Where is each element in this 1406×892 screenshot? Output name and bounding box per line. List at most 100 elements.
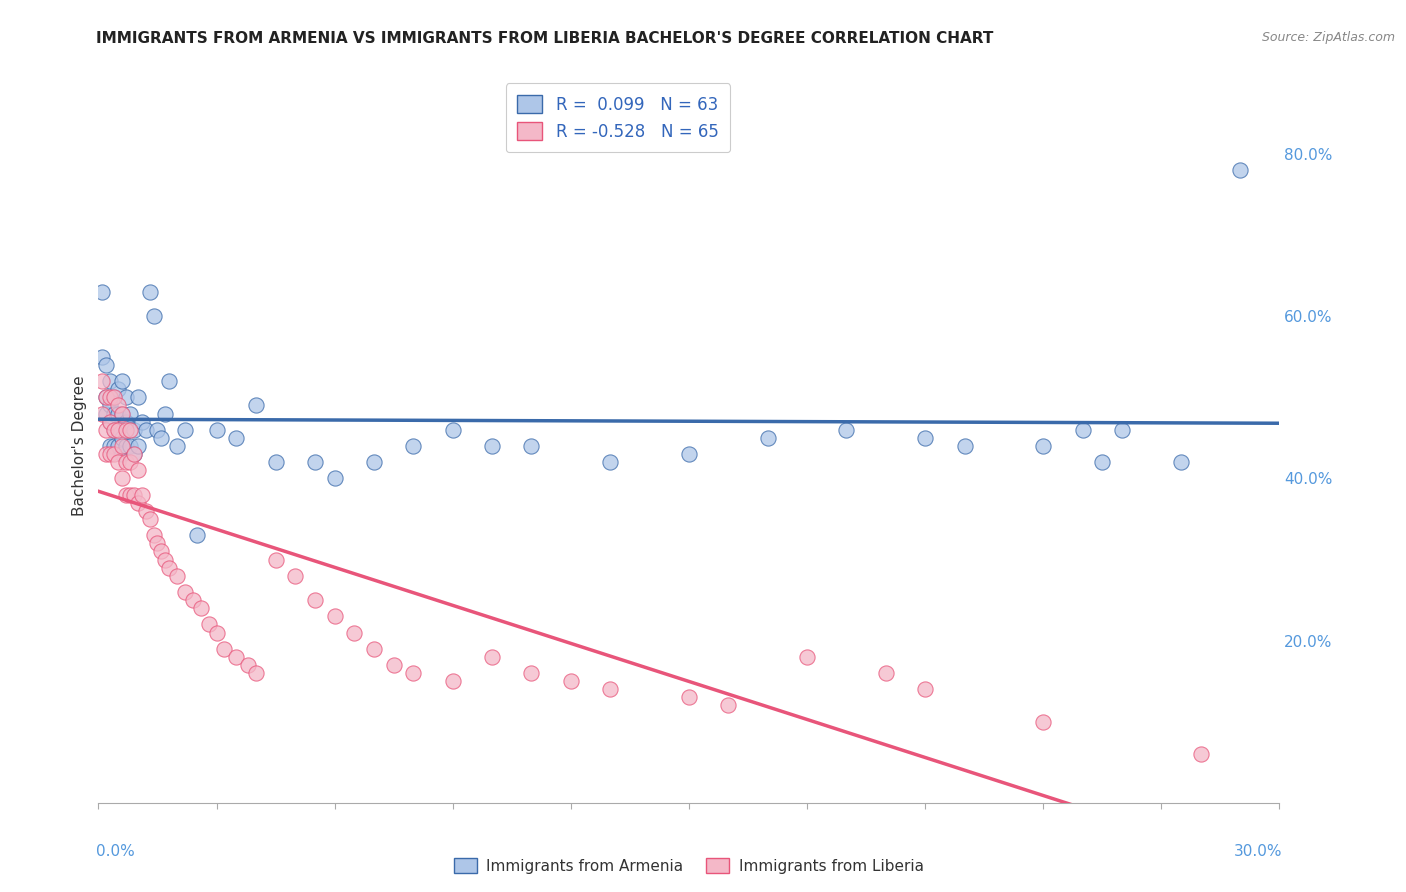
Text: 30.0%: 30.0% xyxy=(1234,845,1282,859)
Point xyxy=(146,423,169,437)
Point xyxy=(245,399,267,413)
Point xyxy=(103,423,125,437)
Point xyxy=(115,423,138,437)
Point xyxy=(1170,455,1192,469)
Point xyxy=(103,423,125,437)
Point xyxy=(135,504,157,518)
Point xyxy=(122,447,145,461)
Point xyxy=(135,423,157,437)
Point xyxy=(382,657,405,672)
Point xyxy=(174,585,197,599)
Point xyxy=(118,455,141,469)
Point xyxy=(481,439,503,453)
Point xyxy=(96,407,118,421)
Point xyxy=(111,471,134,485)
Point xyxy=(197,617,219,632)
Legend: R =  0.099   N = 63, R = -0.528   N = 65: R = 0.099 N = 63, R = -0.528 N = 65 xyxy=(506,83,730,153)
Point xyxy=(96,447,118,461)
Point xyxy=(115,455,138,469)
Point xyxy=(91,407,114,421)
Point xyxy=(146,536,169,550)
Point xyxy=(138,512,160,526)
Point xyxy=(118,488,141,502)
Point xyxy=(181,593,204,607)
Point xyxy=(127,496,149,510)
Point xyxy=(264,552,287,566)
Point xyxy=(107,455,129,469)
Point xyxy=(214,641,236,656)
Point xyxy=(107,423,129,437)
Point xyxy=(205,423,228,437)
Point xyxy=(1091,455,1114,469)
Point xyxy=(118,407,141,421)
Point xyxy=(1189,747,1212,761)
Point xyxy=(441,423,464,437)
Point xyxy=(96,423,118,437)
Point xyxy=(323,471,346,485)
Point xyxy=(98,447,121,461)
Point xyxy=(599,455,621,469)
Point xyxy=(225,649,247,664)
Point xyxy=(264,455,287,469)
Point xyxy=(118,439,141,453)
Point xyxy=(520,666,543,681)
Point xyxy=(115,415,138,429)
Point xyxy=(103,390,125,404)
Point xyxy=(402,439,425,453)
Point xyxy=(96,358,118,372)
Point xyxy=(190,601,212,615)
Point xyxy=(96,390,118,404)
Point xyxy=(111,407,134,421)
Point xyxy=(441,674,464,689)
Point xyxy=(1071,423,1094,437)
Point xyxy=(142,310,165,324)
Point xyxy=(111,439,134,453)
Point xyxy=(98,374,121,388)
Point xyxy=(155,552,177,566)
Point xyxy=(103,447,125,461)
Point xyxy=(1032,439,1054,453)
Point xyxy=(560,674,582,689)
Point xyxy=(323,609,346,624)
Point xyxy=(142,528,165,542)
Point xyxy=(115,390,138,404)
Point xyxy=(107,407,129,421)
Point xyxy=(914,682,936,697)
Point xyxy=(98,415,121,429)
Point xyxy=(796,649,818,664)
Point xyxy=(363,641,385,656)
Point xyxy=(150,431,173,445)
Point xyxy=(98,439,121,453)
Point xyxy=(1032,714,1054,729)
Point xyxy=(756,431,779,445)
Point xyxy=(131,488,153,502)
Point xyxy=(599,682,621,697)
Point xyxy=(481,649,503,664)
Point xyxy=(103,390,125,404)
Point xyxy=(138,285,160,299)
Point xyxy=(717,698,740,713)
Point xyxy=(122,423,145,437)
Point xyxy=(678,447,700,461)
Point xyxy=(402,666,425,681)
Point xyxy=(127,463,149,477)
Point xyxy=(363,455,385,469)
Point xyxy=(111,374,134,388)
Point xyxy=(115,488,138,502)
Point xyxy=(122,488,145,502)
Point xyxy=(127,390,149,404)
Point xyxy=(157,374,180,388)
Point xyxy=(245,666,267,681)
Point xyxy=(91,374,114,388)
Point xyxy=(678,690,700,705)
Point xyxy=(98,415,121,429)
Point xyxy=(107,439,129,453)
Point xyxy=(953,439,976,453)
Point xyxy=(304,455,326,469)
Point xyxy=(157,560,180,574)
Point xyxy=(103,407,125,421)
Point xyxy=(111,447,134,461)
Point xyxy=(98,399,121,413)
Point xyxy=(91,350,114,364)
Point xyxy=(343,625,366,640)
